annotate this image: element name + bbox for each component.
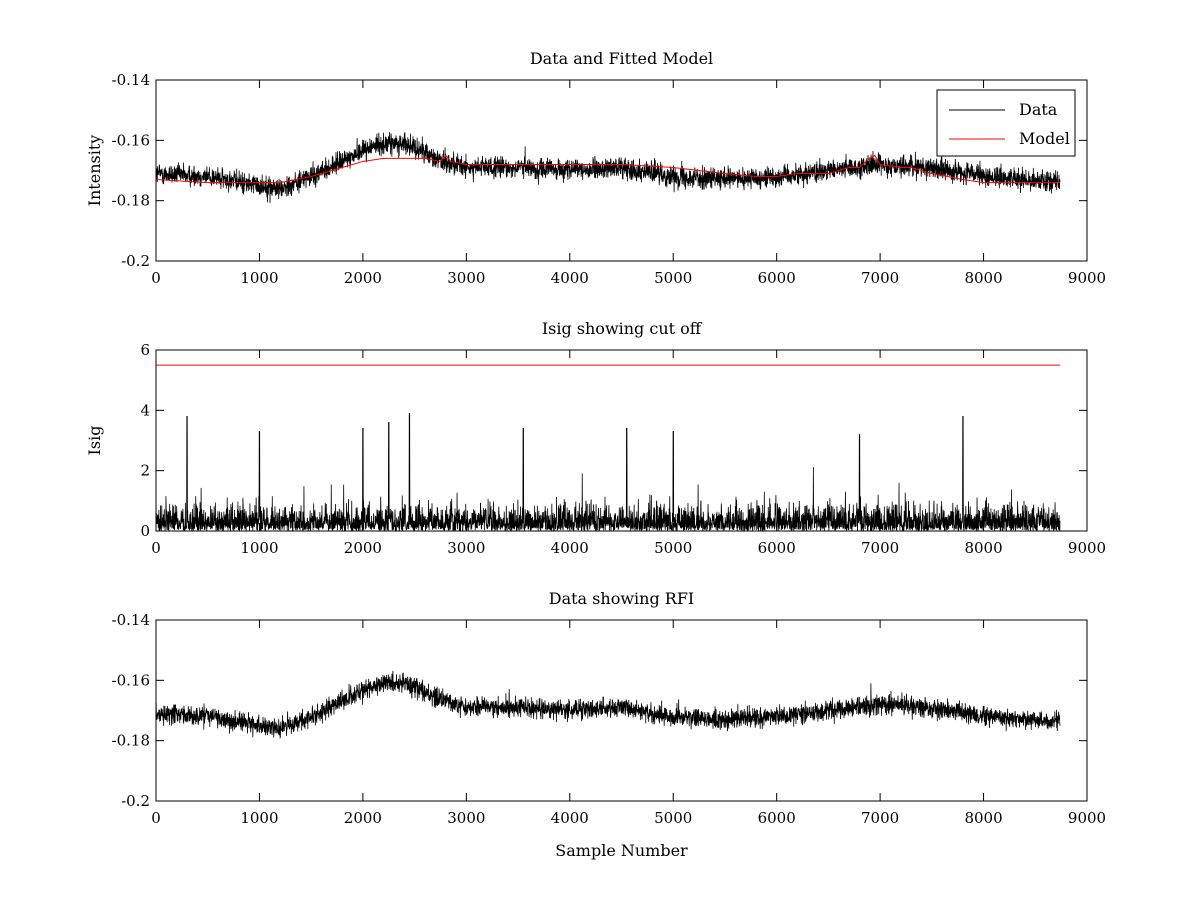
series-line-model — [156, 154, 1061, 184]
y-tick-label: -0.18 — [112, 192, 150, 210]
y-tick-label: 0 — [140, 522, 150, 540]
y-tick-label: -0.14 — [112, 611, 150, 629]
legend: Data Model — [936, 89, 1076, 157]
plot-area — [156, 670, 1061, 740]
chart-title: Isig showing cut off — [542, 319, 703, 338]
y-tick-label: -0.2 — [121, 792, 150, 810]
x-tick-label: 3000 — [447, 539, 485, 557]
x-tick-label: 1000 — [240, 539, 278, 557]
y-tick-label: -0.2 — [121, 252, 150, 270]
x-tick-label: 9000 — [1068, 269, 1106, 287]
chart-title: Data and Fitted Model — [530, 49, 713, 68]
x-tick-label: 8000 — [964, 269, 1002, 287]
x-tick-label: 9000 — [1068, 809, 1106, 827]
x-tick-label: 5000 — [654, 809, 692, 827]
x-tick-label: 2000 — [344, 809, 382, 827]
x-tick-label: 7000 — [861, 809, 899, 827]
plot-area — [156, 132, 1061, 203]
y-tick-label: -0.16 — [112, 671, 150, 689]
x-tick-label: 7000 — [861, 269, 899, 287]
x-tick-label: 4000 — [551, 269, 589, 287]
x-tick-label: 7000 — [861, 539, 899, 557]
x-tick-label: 9000 — [1068, 539, 1106, 557]
x-tick-label: 6000 — [758, 539, 796, 557]
x-tick-label: 3000 — [447, 269, 485, 287]
y-tick-label: -0.14 — [112, 71, 150, 89]
chart-panel-1: 0 1000 2000 3000 4000 5000 6000 7000 8000 9000 -0.… — [85, 49, 1106, 287]
y-tick-label: 6 — [140, 341, 150, 359]
x-tick-label: 8000 — [964, 809, 1002, 827]
axes-frame — [155, 79, 1088, 262]
series-line-signal — [156, 670, 1061, 740]
y-axis-label: Isig — [85, 426, 104, 456]
series-line-isig — [156, 412, 1061, 531]
legend-label-model: Model — [1019, 129, 1070, 148]
x-tick-label: 0 — [151, 809, 161, 827]
x-tick-label: 3000 — [447, 809, 485, 827]
x-tick-label: 2000 — [344, 269, 382, 287]
x-tick-label: 6000 — [758, 269, 796, 287]
x-tick-label: 1000 — [240, 269, 278, 287]
legend-label-data: Data — [1019, 100, 1058, 119]
plot-area — [156, 364, 1061, 531]
axes-frame — [155, 349, 1088, 532]
x-tick-label: 0 — [151, 269, 161, 287]
x-tick-label: 2000 — [344, 539, 382, 557]
chart-panel-3: 0 1000 2000 3000 4000 5000 6000 7000 8000 9000 -0.… — [112, 589, 1107, 860]
chart-title: Data showing RFI — [549, 589, 694, 608]
x-tick-label: 4000 — [551, 539, 589, 557]
chart-panel-2: 0 1000 2000 3000 4000 5000 6000 7000 8000 9000 0 2 4… — [85, 319, 1106, 557]
y-tick-label: -0.16 — [112, 131, 150, 149]
y-axis-label: Intensity — [85, 135, 104, 207]
y-tick-label: -0.18 — [112, 732, 150, 750]
x-axis-label: Sample Number — [555, 841, 688, 860]
x-tick-label: 0 — [151, 539, 161, 557]
y-tick-label: 2 — [140, 462, 150, 480]
series-line-data — [156, 132, 1061, 203]
x-tick-label: 5000 — [654, 269, 692, 287]
y-tick-label: 4 — [140, 401, 150, 419]
x-tick-label: 1000 — [240, 809, 278, 827]
legend-box — [936, 89, 1076, 157]
x-tick-label: 4000 — [551, 809, 589, 827]
x-tick-label: 5000 — [654, 539, 692, 557]
x-tick-label: 6000 — [758, 809, 796, 827]
x-tick-label: 8000 — [964, 539, 1002, 557]
axes-frame — [155, 619, 1088, 802]
